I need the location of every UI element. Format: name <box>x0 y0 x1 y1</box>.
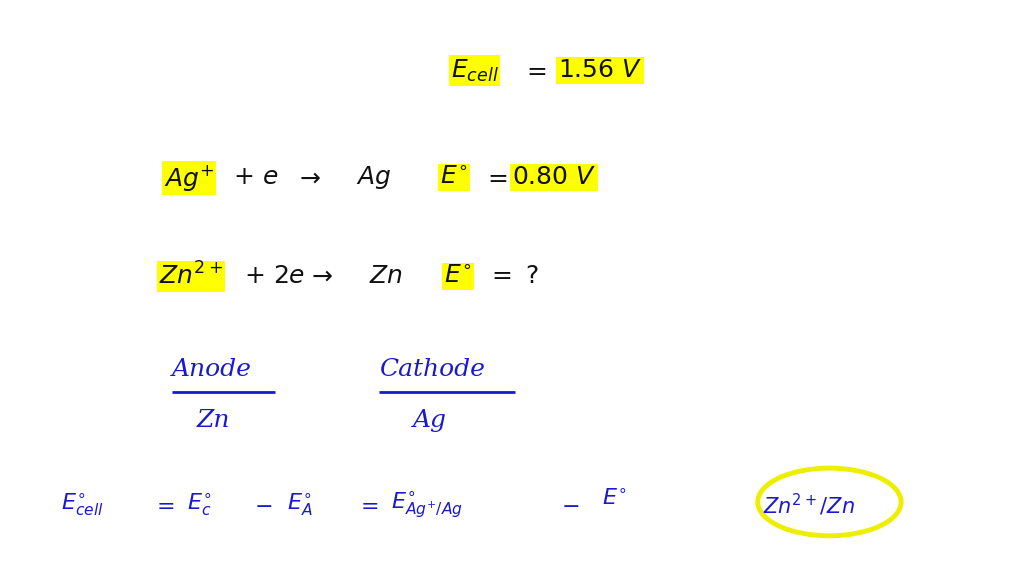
Text: Ag: Ag <box>413 409 446 431</box>
Text: $+\ e$: $+\ e$ <box>233 166 279 189</box>
Text: $E^{\circ}_{cell}$: $E^{\circ}_{cell}$ <box>61 491 104 518</box>
Text: $E^{\circ}$: $E^{\circ}$ <box>444 265 472 288</box>
Text: $\rightarrow$: $\rightarrow$ <box>307 265 334 288</box>
Text: Zn: Zn <box>197 409 230 431</box>
Text: $Ag$: $Ag$ <box>356 164 392 191</box>
Text: $E^{\circ}$: $E^{\circ}$ <box>440 166 468 189</box>
Text: $Zn^{2+}$: $Zn^{2+}$ <box>159 263 223 290</box>
Text: $Ag^{+}$: $Ag^{+}$ <box>164 162 214 193</box>
Text: $E^{\circ}_{A}$: $E^{\circ}_{A}$ <box>287 491 312 518</box>
Text: $=$: $=$ <box>483 166 509 189</box>
Text: $E^{\circ}$: $E^{\circ}$ <box>602 488 627 510</box>
Text: $=$: $=$ <box>522 59 548 82</box>
Text: $=\ ?$: $=\ ?$ <box>487 265 540 288</box>
Text: $=$: $=$ <box>152 494 174 516</box>
Text: $1.56\ V$: $1.56\ V$ <box>558 59 642 82</box>
Text: $E^{\circ}_{Ag^{+}/Ag}$: $E^{\circ}_{Ag^{+}/Ag}$ <box>391 490 463 520</box>
Text: Cathode: Cathode <box>379 358 484 381</box>
Text: $Zn$: $Zn$ <box>369 265 402 288</box>
Text: Anode: Anode <box>172 358 252 381</box>
Text: $-$: $-$ <box>254 494 272 516</box>
Text: $E^{\circ}_{c}$: $E^{\circ}_{c}$ <box>187 491 212 518</box>
Text: $-$: $-$ <box>561 494 580 516</box>
Text: $Zn^{2+}/Zn$: $Zn^{2+}/Zn$ <box>763 492 855 518</box>
Text: $=$: $=$ <box>356 494 379 516</box>
Text: $\rightarrow$: $\rightarrow$ <box>295 166 322 189</box>
Text: $0.80\ V$: $0.80\ V$ <box>512 166 596 189</box>
Text: $+\ 2e$: $+\ 2e$ <box>244 265 305 288</box>
Text: $E_{cell}$: $E_{cell}$ <box>451 58 499 83</box>
